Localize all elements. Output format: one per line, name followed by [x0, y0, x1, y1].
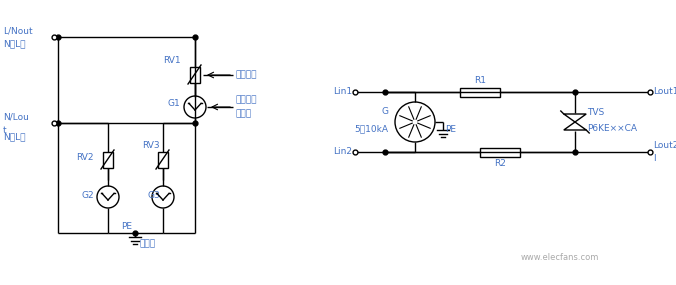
- Text: RV3: RV3: [143, 141, 160, 150]
- Bar: [460, 87, 500, 97]
- Text: l: l: [653, 154, 656, 163]
- Text: N（L）: N（L）: [3, 132, 26, 141]
- Text: PE: PE: [121, 222, 132, 231]
- Text: 陶瓷气体: 陶瓷气体: [235, 95, 256, 104]
- Text: N/Lou: N/Lou: [3, 113, 29, 122]
- Bar: [190, 67, 200, 83]
- Text: www.elecfans.com: www.elecfans.com: [521, 253, 599, 262]
- Text: N（L）: N（L）: [3, 39, 26, 48]
- Text: RV1: RV1: [164, 56, 181, 65]
- Bar: [158, 152, 168, 168]
- Text: 5～10kA: 5～10kA: [354, 124, 388, 133]
- Text: t: t: [3, 126, 7, 135]
- Bar: [480, 148, 520, 156]
- Text: TVS: TVS: [587, 108, 604, 117]
- Text: PE: PE: [445, 125, 456, 134]
- Text: Lout1: Lout1: [653, 87, 676, 97]
- Text: RV2: RV2: [76, 154, 94, 162]
- Text: P6KE××CA: P6KE××CA: [587, 124, 637, 133]
- Text: G: G: [381, 107, 388, 116]
- Text: 压敏电阱: 压敏电阱: [235, 70, 256, 80]
- Text: R2: R2: [494, 159, 506, 168]
- Text: Lout2: Lout2: [653, 141, 676, 150]
- Text: G2: G2: [81, 190, 94, 200]
- Bar: [103, 152, 113, 168]
- Text: R1: R1: [474, 76, 486, 85]
- Text: Lin1: Lin1: [333, 87, 352, 97]
- Text: Lin2: Lin2: [333, 148, 352, 156]
- Text: 保护地: 保护地: [140, 239, 156, 248]
- Text: G3: G3: [147, 190, 160, 200]
- Text: G1: G1: [167, 99, 180, 109]
- Text: L/Nout: L/Nout: [3, 27, 32, 36]
- Text: 放电管: 放电管: [235, 109, 251, 118]
